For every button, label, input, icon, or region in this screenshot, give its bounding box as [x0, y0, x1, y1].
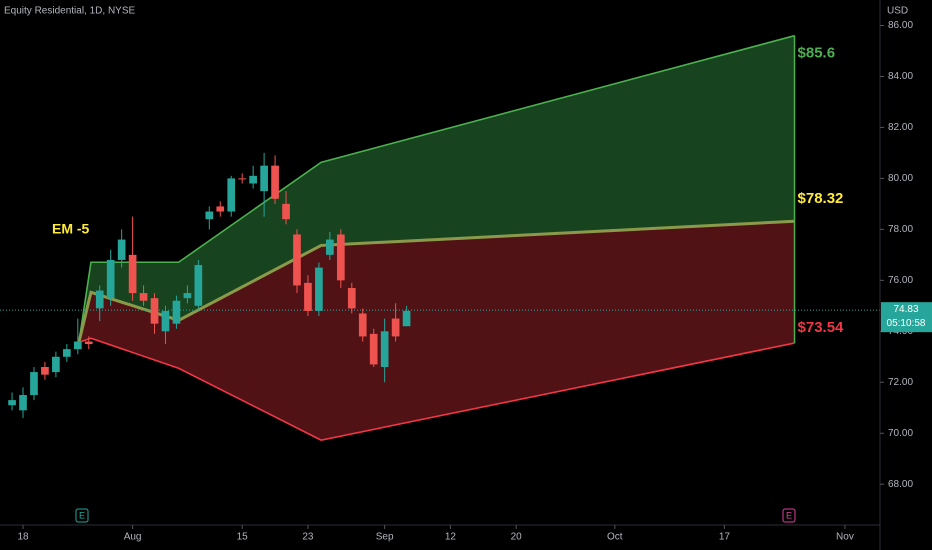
candle-body: [95, 290, 104, 309]
candle-body: [282, 203, 290, 220]
y-tick-label: 68.00: [888, 479, 913, 490]
candle-body: [391, 318, 400, 337]
candle-body: [139, 293, 148, 301]
candle-body: [249, 175, 257, 184]
countdown: 05:10:58: [887, 318, 926, 329]
candle-body: [117, 239, 126, 260]
candle-body: [347, 287, 356, 309]
candle-body: [19, 395, 27, 411]
candle-body: [8, 400, 16, 406]
candle-body: [183, 293, 192, 299]
x-tick-label: 20: [511, 532, 523, 543]
candle-body: [30, 372, 38, 396]
candle-body: [63, 349, 71, 357]
candle-body: [358, 313, 367, 337]
x-tick-label: 17: [719, 532, 731, 543]
candle-body: [336, 234, 345, 281]
x-tick-label: 15: [237, 532, 249, 543]
earnings-marker[interactable]: E: [782, 508, 796, 523]
candle-body: [161, 310, 170, 332]
candle-body: [84, 341, 93, 345]
lower-band-fill: [78, 221, 795, 441]
candle-body: [293, 234, 301, 286]
y-tick-label: 72.00: [888, 377, 913, 388]
candle-body: [238, 178, 247, 180]
annotation: EM -5: [52, 221, 90, 237]
x-tick-label: Aug: [124, 532, 142, 543]
x-tick-label: 23: [302, 532, 314, 543]
x-tick-label: Nov: [836, 532, 854, 543]
candle-body: [369, 333, 378, 365]
last-price-label: 74.83: [893, 304, 918, 315]
candle-body: [402, 310, 411, 327]
candle-body: [150, 298, 159, 324]
candle-body: [227, 178, 236, 212]
candle-body: [106, 259, 115, 299]
y-tick-label: 78.00: [888, 224, 913, 235]
candle-body: [260, 165, 268, 192]
candle-body: [271, 165, 279, 199]
upper-band-label: $85.6: [798, 45, 836, 62]
currency: USD: [887, 6, 908, 17]
y-tick-label: 84.00: [888, 71, 913, 82]
candle-body: [205, 211, 214, 220]
lower-band-label: $73.54: [798, 319, 845, 336]
candle-body: [380, 331, 389, 367]
upper-band-line: [78, 34, 795, 343]
candle-body: [41, 366, 49, 375]
x-tick-label: 12: [445, 532, 457, 543]
svg-text:E: E: [786, 510, 792, 520]
x-tick-label: Oct: [607, 532, 623, 543]
candle-body: [52, 356, 60, 373]
candle-body: [128, 254, 137, 294]
upper-band-fill: [78, 35, 795, 343]
x-tick-label: Sep: [376, 532, 394, 543]
x-tick-label: 18: [17, 532, 29, 543]
middle-band-label: $78.32: [798, 190, 844, 207]
candle-body: [73, 341, 82, 350]
last-price-box: [881, 302, 932, 333]
candle-body: [326, 239, 334, 255]
plot-area: [0, 34, 880, 441]
candle-body: [172, 300, 181, 324]
chart-title: Equity Residential, 1D, NYSE: [4, 6, 136, 17]
y-tick-label: 76.00: [888, 275, 913, 286]
candle-body: [216, 206, 225, 212]
candle-body: [194, 265, 203, 306]
y-tick-label: 82.00: [888, 122, 913, 133]
y-tick-label: 86.00: [888, 20, 913, 31]
earnings-marker[interactable]: E: [75, 508, 89, 523]
svg-text:E: E: [79, 510, 85, 520]
y-tick-label: 80.00: [888, 173, 913, 184]
candle-body: [304, 282, 312, 311]
y-tick-label: 70.00: [888, 428, 913, 439]
candle-body: [315, 267, 323, 311]
lower-band-line: [78, 337, 795, 441]
